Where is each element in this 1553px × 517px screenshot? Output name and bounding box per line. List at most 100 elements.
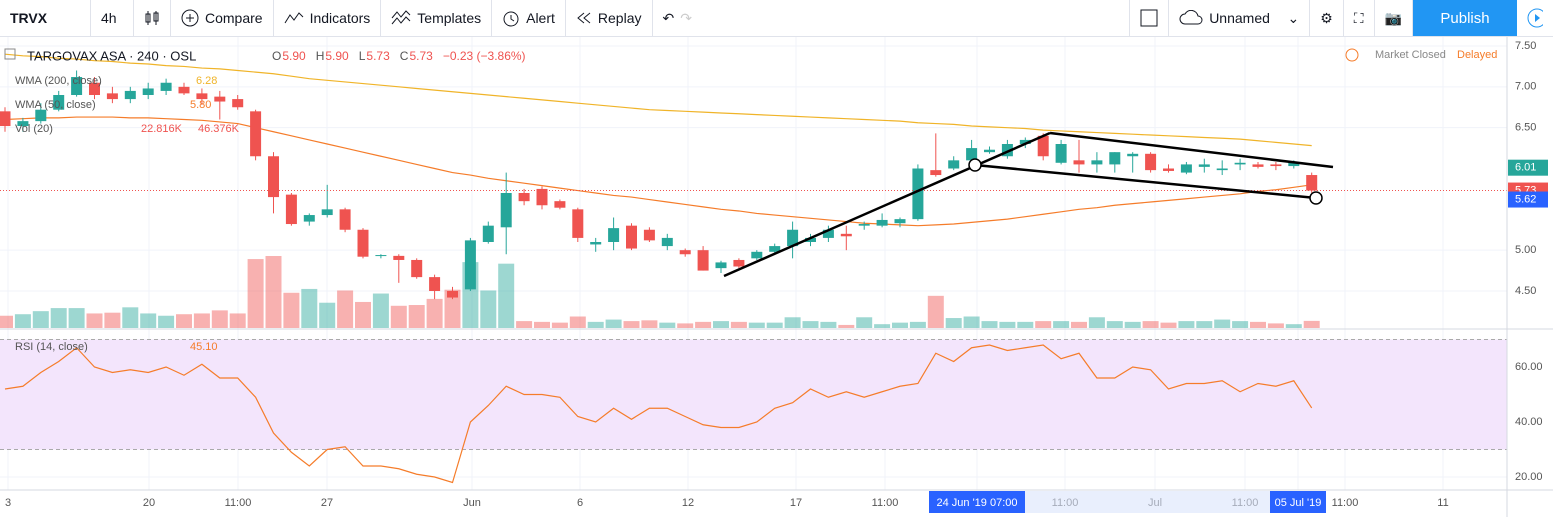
volume-bar	[534, 321, 550, 328]
play[interactable]	[1517, 0, 1553, 36]
candle-body	[643, 229, 655, 241]
alert-button[interactable]: Alert	[492, 0, 566, 36]
price-tag: 6.01	[1515, 162, 1536, 174]
volume-bar	[1232, 321, 1249, 328]
volume-bar	[981, 321, 998, 328]
icon	[1140, 9, 1158, 27]
legend-value: 45.10	[190, 341, 218, 353]
anchor[interactable]	[968, 158, 982, 172]
candle-body	[626, 225, 637, 249]
icon	[145, 11, 159, 25]
icon	[503, 11, 519, 27]
x-tick-label: 24 Jun '19 07:00	[936, 497, 1017, 509]
y-tick-label: 4.50	[1515, 285, 1536, 297]
candle-body	[53, 95, 65, 110]
candle-body	[894, 219, 906, 224]
x-tick-label: 6	[577, 497, 583, 509]
candle-body	[357, 229, 369, 257]
candle-body	[142, 88, 154, 95]
icon	[391, 10, 411, 25]
price-tag-bg	[1508, 159, 1548, 176]
label: Unnamed	[1209, 10, 1270, 26]
layout-button[interactable]: Unnamed ⌄	[1169, 0, 1311, 36]
maximize[interactable]: ⛶	[1344, 0, 1375, 36]
candle-body	[447, 291, 458, 298]
candle-body	[321, 209, 333, 216]
price-tag: 5.62	[1515, 193, 1536, 205]
volume-bar	[1303, 320, 1320, 328]
candle-body	[500, 193, 512, 228]
templates-button[interactable]: Templates	[381, 0, 493, 36]
rsi-band	[0, 339, 1507, 450]
y-tick-label: 5.00	[1515, 244, 1536, 256]
candle-body	[178, 86, 190, 94]
candle-body	[572, 209, 584, 238]
settings[interactable]: ⚙	[1310, 0, 1344, 36]
candle-body	[1252, 164, 1264, 167]
volume-bar	[283, 292, 300, 328]
snapshot[interactable]: 📷	[1375, 0, 1413, 36]
legend-name: RSI (14, close)	[15, 341, 88, 353]
volume-bar	[945, 318, 962, 328]
compare-button[interactable]: Compare	[171, 0, 274, 36]
candle-body	[71, 77, 83, 95]
volume-bar	[301, 288, 318, 328]
candle-body	[196, 93, 208, 100]
volume-bar	[623, 321, 640, 328]
interval[interactable]: 4h	[91, 0, 134, 36]
ohlc-value: 5.73	[366, 49, 390, 63]
fullscreen-toggle[interactable]	[1129, 0, 1170, 36]
indicators-button[interactable]: Indicators	[274, 0, 382, 36]
volume-bar	[247, 259, 264, 328]
volume-bar	[68, 308, 85, 328]
legend-value: 22.816K	[141, 123, 183, 135]
price-tag-bg	[1508, 191, 1548, 208]
volume-bar	[748, 322, 765, 328]
candle-body	[1037, 135, 1049, 157]
volume-bar	[1196, 321, 1213, 328]
label: Alert	[526, 10, 555, 26]
icon	[284, 12, 303, 24]
candle-body	[697, 250, 709, 271]
chart-style[interactable]	[134, 0, 171, 36]
volume-bar	[122, 307, 139, 328]
candle-body	[160, 82, 172, 91]
volume-bar	[605, 319, 622, 328]
market-status: Market Closed	[1375, 49, 1446, 61]
anchor[interactable]	[1309, 191, 1323, 205]
candle-body	[1145, 153, 1157, 171]
candle-body	[250, 111, 262, 157]
volume-bar	[909, 321, 926, 328]
candle-body	[429, 277, 441, 291]
x-tick-label: 20	[143, 497, 155, 509]
candle-body	[1234, 162, 1246, 165]
icon	[1527, 8, 1543, 28]
volume-bar	[1178, 321, 1195, 328]
volume-bar	[498, 263, 515, 328]
replay-button[interactable]: Replay	[566, 0, 653, 36]
candle-body	[930, 170, 942, 176]
undo[interactable]: ↶ ↷	[662, 9, 692, 26]
candle-body	[1306, 175, 1318, 191]
volume-bar	[927, 295, 944, 328]
x-tick-label: 11:00	[1332, 497, 1359, 509]
volume-bar	[140, 313, 157, 328]
volume-bar	[1250, 321, 1266, 328]
candle-body	[1198, 164, 1210, 167]
candle-body	[106, 93, 118, 100]
delay-status: Delayed	[1457, 49, 1497, 61]
volume-bar	[426, 298, 443, 328]
ohlc-key: H	[316, 49, 325, 63]
candle-body	[822, 229, 834, 238]
ohlc-key: L	[359, 49, 366, 63]
ohlc-value: 5.90	[325, 49, 349, 63]
x-tick-label: Jun	[463, 497, 481, 509]
publish-button[interactable]: Publish	[1413, 0, 1517, 36]
volume-bar	[32, 311, 49, 328]
symbol[interactable]: TRVX	[0, 0, 91, 36]
ohlc-value: 5.90	[282, 49, 306, 63]
volume-bar	[551, 322, 568, 328]
candle-body	[89, 82, 100, 95]
icon	[1179, 10, 1203, 25]
